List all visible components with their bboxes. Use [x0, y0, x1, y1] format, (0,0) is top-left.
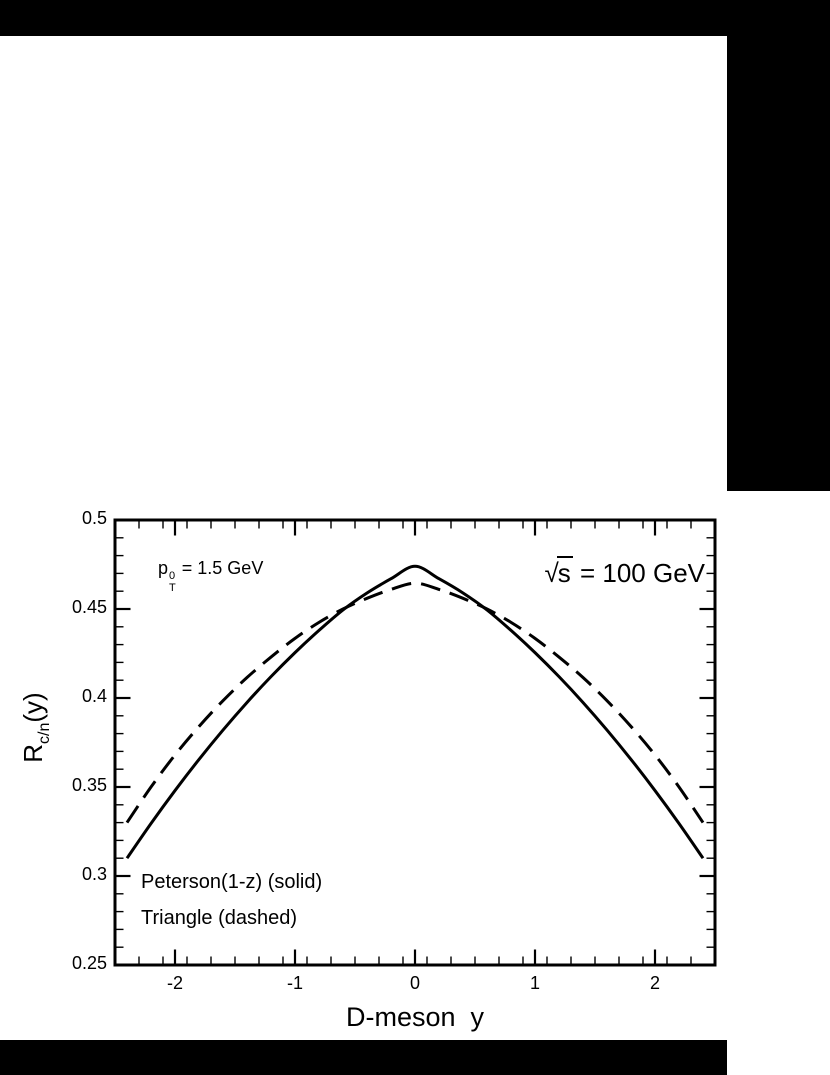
letterbox-right-bar: [727, 0, 830, 491]
pt0-rest: = 1.5 GeV: [176, 558, 264, 578]
y-axis-title-subscript: c/n: [36, 722, 53, 744]
letterbox-bottom-bar: [0, 1040, 727, 1075]
x-tick-label: 2: [649, 973, 661, 993]
x-axis-title: D-meson y: [345, 1002, 485, 1032]
pt0-superscript: 0: [169, 570, 176, 582]
y-tick-label: 0.4: [81, 686, 107, 706]
sqrt-s-argument: s: [556, 556, 573, 588]
annotation-sqrt-s: √s = 100 GeV: [516, 527, 705, 620]
y-tick-label: 0.5: [81, 508, 107, 528]
pt0-subscript: T: [169, 581, 176, 594]
x-tick-label: -2: [166, 973, 184, 993]
x-tick-label: -1: [286, 973, 304, 993]
y-axis-title-base: R: [18, 743, 48, 763]
legend-entry-solid: Peterson(1-z) (solid): [141, 871, 323, 893]
y-tick-label: 0.45: [71, 597, 107, 617]
legend-entry-dashed: Triangle (dashed): [141, 907, 298, 929]
sqrt-radical-icon: √: [544, 558, 559, 588]
pt0-base: p: [158, 558, 169, 578]
y-tick-label: 0.35: [71, 775, 107, 795]
x-tick-label: 0: [409, 973, 421, 993]
letterbox-top-bar: [0, 0, 830, 36]
x-tick-label: 1: [529, 973, 541, 993]
y-tick-label: 0.3: [81, 864, 107, 884]
sqrt-s-rest: = 100 GeV: [572, 558, 705, 588]
y-tick-label: 0.25: [71, 953, 107, 973]
